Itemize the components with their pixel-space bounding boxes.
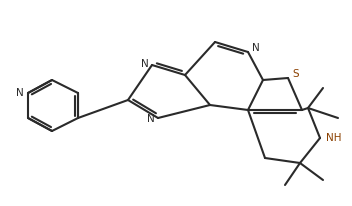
Text: N: N: [16, 88, 24, 98]
Text: N: N: [252, 43, 260, 53]
Text: NH: NH: [326, 133, 342, 143]
Text: N: N: [141, 59, 149, 69]
Text: N: N: [147, 114, 155, 124]
Text: S: S: [293, 69, 299, 79]
